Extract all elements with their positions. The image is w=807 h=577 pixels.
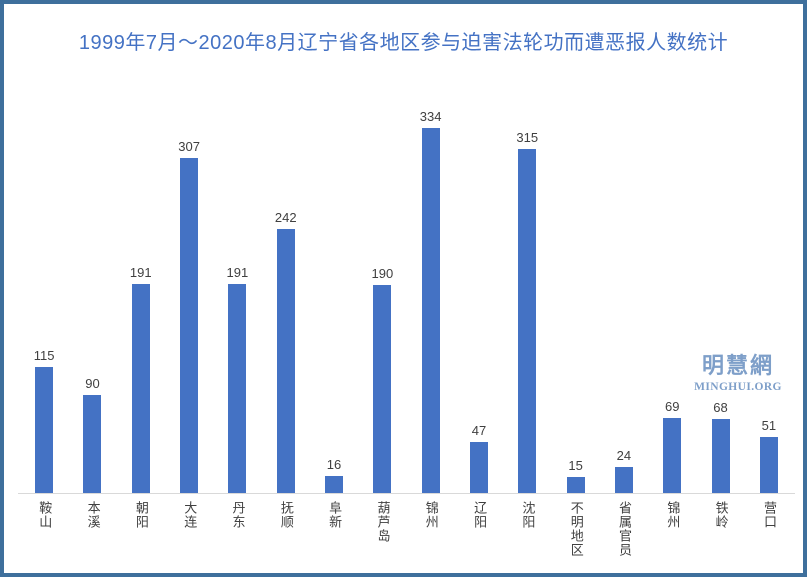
category-label: 沈阳 — [520, 501, 536, 529]
minghui-watermark: 明慧網 MINGHUI.ORG — [688, 348, 788, 393]
category-label-column: 朝阳 — [117, 501, 165, 529]
bar — [131, 284, 150, 493]
bar-value-label: 242 — [274, 210, 297, 225]
bar — [469, 442, 488, 493]
bar — [373, 285, 392, 493]
minghui-logo-latin: MINGHUI.ORG — [694, 381, 782, 393]
category-label-column: 辽阳 — [455, 501, 503, 529]
category-label: 大连 — [182, 501, 198, 529]
bar-column: 115 — [20, 100, 68, 493]
bar-value-label: 68 — [713, 400, 728, 415]
bar-value-label: 16 — [326, 457, 342, 472]
category-label-column: 本溪 — [68, 501, 116, 529]
bar-column: 15 — [551, 100, 599, 493]
bar-column: 90 — [68, 100, 116, 493]
bar-value-label: 191 — [226, 265, 249, 280]
category-label: 辽阳 — [472, 501, 488, 529]
bar-column: 191 — [117, 100, 165, 493]
bar-value-label: 69 — [664, 399, 680, 414]
bar-column: 24 — [600, 100, 648, 493]
bar-column: 315 — [503, 100, 551, 493]
category-label: 葫芦岛 — [375, 501, 391, 543]
category-label-column: 阜新 — [310, 501, 358, 529]
bar — [180, 158, 199, 493]
bar-column: 16 — [310, 100, 358, 493]
category-label-column: 不明地区 — [551, 501, 599, 557]
bar-column: 242 — [262, 100, 310, 493]
bar-value-label: 334 — [419, 109, 442, 124]
bar-column: 68 — [696, 100, 744, 493]
bar — [325, 476, 344, 493]
category-label: 锦州 — [665, 501, 681, 529]
category-label-column: 锦州 — [407, 501, 455, 529]
category-label: 阜新 — [327, 501, 343, 529]
bar-column: 191 — [213, 100, 261, 493]
category-label: 丹东 — [230, 501, 246, 529]
category-label: 本溪 — [85, 501, 101, 529]
category-label: 鞍山 — [37, 501, 53, 529]
bar — [228, 284, 247, 493]
bar-value-label: 190 — [371, 266, 394, 281]
bar — [276, 229, 295, 493]
bar-column: 51 — [745, 100, 793, 493]
bar-column: 69 — [648, 100, 696, 493]
bar-value-label: 90 — [85, 376, 100, 391]
bar — [518, 149, 537, 493]
category-label: 营口 — [761, 501, 777, 529]
category-label-column: 大连 — [165, 501, 213, 529]
category-label-column: 抚顺 — [262, 501, 310, 529]
category-label: 铁岭 — [713, 501, 729, 529]
bar-column: 334 — [407, 100, 455, 493]
bar — [35, 367, 54, 493]
bar-column: 307 — [165, 100, 213, 493]
category-label: 抚顺 — [278, 501, 294, 529]
bar-value-label: 47 — [471, 423, 487, 438]
category-labels-row: 鞍山 本溪 朝阳 大连 丹东 抚顺 阜新 葫芦岛 锦州 辽阳 沈阳 不明地区 省… — [20, 501, 793, 557]
category-label: 锦州 — [423, 501, 439, 529]
category-label-column: 锦州 — [648, 501, 696, 529]
bar-value-label: 15 — [568, 458, 583, 473]
bar-column: 190 — [358, 100, 406, 493]
bar — [566, 477, 585, 493]
x-axis-line — [18, 493, 795, 494]
bar — [614, 467, 633, 493]
category-label-column: 鞍山 — [20, 501, 68, 529]
category-label: 省属官员 — [617, 501, 633, 557]
bar — [663, 418, 682, 493]
bar-value-label: 315 — [516, 130, 539, 145]
bar-value-label: 51 — [761, 418, 777, 433]
category-label-column: 丹东 — [213, 501, 261, 529]
bar-value-label: 307 — [178, 139, 200, 154]
bar-value-label: 191 — [129, 265, 152, 280]
bar-value-label: 115 — [33, 348, 55, 363]
minghui-logo-cjk: 明慧網 — [701, 353, 774, 378]
bars-container: 115 90 191 307 191 242 16 190 334 47 315 — [20, 100, 793, 493]
category-label-column: 沈阳 — [503, 501, 551, 529]
bar — [421, 128, 440, 493]
bar — [759, 437, 778, 493]
chart-title: 1999年7月～2020年8月辽宁省各地区参与迫害法轮功而遭恶报人数统计 — [78, 32, 729, 54]
category-label-column: 营口 — [745, 501, 793, 529]
category-label: 不明地区 — [568, 501, 584, 557]
bar — [83, 395, 102, 493]
category-label: 朝阳 — [133, 501, 149, 529]
category-label-column: 省属官员 — [600, 501, 648, 557]
bar-column: 47 — [455, 100, 503, 493]
category-label-column: 葫芦岛 — [358, 501, 406, 543]
bar — [711, 419, 730, 493]
category-label-column: 铁岭 — [696, 501, 744, 529]
bar-value-label: 24 — [616, 448, 632, 463]
